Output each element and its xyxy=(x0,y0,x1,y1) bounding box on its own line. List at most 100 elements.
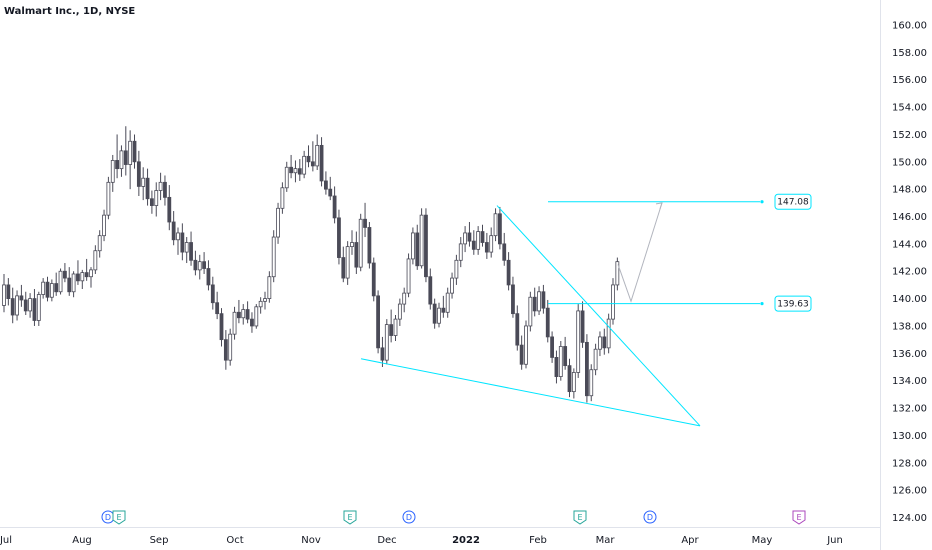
candle-up xyxy=(454,259,459,279)
candle-down xyxy=(132,140,137,163)
candle-down xyxy=(215,302,220,315)
candle-down xyxy=(306,155,311,163)
candle-down xyxy=(6,284,11,300)
price-tick-label: 132.00 xyxy=(892,404,927,415)
earnings-marker xyxy=(343,510,357,525)
candle-down xyxy=(511,284,515,315)
candle-down xyxy=(149,198,154,206)
candle-down xyxy=(223,339,228,361)
price-label-anchor xyxy=(760,302,764,306)
candle-up xyxy=(463,232,468,245)
event-label: D xyxy=(105,513,111,522)
candle-down xyxy=(63,270,67,279)
candle-up xyxy=(571,372,576,393)
candle-down xyxy=(467,232,472,242)
candle-up xyxy=(537,291,541,312)
candle-up xyxy=(358,218,363,268)
candle-up xyxy=(593,348,598,371)
dividend-marker xyxy=(643,510,657,524)
chart-title: Walmart Inc., 1D, NYSE xyxy=(4,6,135,17)
candle-up xyxy=(445,292,450,313)
candle-down xyxy=(506,259,511,286)
candle-up xyxy=(489,235,494,253)
candle-down xyxy=(189,242,193,261)
candle-up xyxy=(267,276,272,300)
candle-down xyxy=(502,243,507,261)
event-label: E xyxy=(347,513,352,522)
price-axis[interactable]: 124.00 126.00 128.00 130.00 132.00 134.00 136.… xyxy=(892,21,927,524)
candle-down xyxy=(67,277,72,293)
time-tick-label: Sep xyxy=(150,535,169,546)
candle-down xyxy=(210,284,215,304)
price-tick-label: 148.00 xyxy=(892,185,927,196)
candle-up xyxy=(110,160,115,183)
candle-down xyxy=(54,283,59,293)
candle-up xyxy=(419,214,424,267)
candle-down xyxy=(202,261,207,269)
event-label: D xyxy=(647,513,653,522)
candle-down xyxy=(332,195,337,219)
candle-down xyxy=(363,218,367,228)
candle-up xyxy=(615,261,620,286)
price-tick-label: 154.00 xyxy=(892,103,927,114)
projection-arrowhead xyxy=(655,202,663,209)
candle-down xyxy=(380,347,385,361)
candle-up xyxy=(528,296,533,327)
candle-up xyxy=(410,232,415,260)
candle-down xyxy=(519,344,524,365)
candle-up xyxy=(302,155,307,175)
candle-up xyxy=(158,181,163,191)
candle-up xyxy=(406,258,411,294)
candle-down xyxy=(541,291,546,309)
candle-down xyxy=(376,295,381,349)
candle-up xyxy=(258,300,263,308)
time-tick-label: Dec xyxy=(377,535,396,546)
candle-up xyxy=(458,243,463,261)
time-axis[interactable]: Jul Aug Sep Oct Nov Dec 2022 Feb Mar Apr May Jun xyxy=(0,535,843,546)
candle-up xyxy=(232,311,237,335)
candle-down xyxy=(354,242,359,268)
candle-up xyxy=(80,272,85,282)
candle-down xyxy=(297,168,302,175)
price-tick-label: 138.00 xyxy=(892,321,927,332)
candle-up xyxy=(28,298,33,312)
candle-up xyxy=(154,190,159,206)
candle-up xyxy=(119,150,124,170)
candle-down xyxy=(206,268,211,286)
candle-down xyxy=(10,298,15,316)
candle-down xyxy=(563,346,568,367)
candle-down xyxy=(219,313,224,341)
candle-down xyxy=(319,144,324,182)
candle-up xyxy=(97,235,102,252)
candle-up xyxy=(254,306,259,327)
candle-down xyxy=(532,296,537,312)
price-tick-label: 124.00 xyxy=(892,513,927,524)
candle-up xyxy=(558,346,563,377)
candle-up xyxy=(350,242,354,248)
time-tick-label: Mar xyxy=(596,535,616,546)
price-tick-label: 158.00 xyxy=(892,48,927,59)
candle-down xyxy=(480,231,485,243)
candle-up xyxy=(493,213,498,237)
candle-up xyxy=(102,214,106,237)
candle-up xyxy=(15,295,19,316)
future-earnings-marker xyxy=(792,510,806,525)
candle-down xyxy=(180,232,185,253)
event-label: E xyxy=(116,513,121,522)
lower-trendline xyxy=(360,358,701,427)
candle-up xyxy=(589,369,594,397)
candle-up xyxy=(128,140,133,165)
time-tick-label: Oct xyxy=(226,535,243,546)
drawings-layer xyxy=(360,201,760,427)
candle-down xyxy=(515,313,520,346)
price-tick-label: 146.00 xyxy=(892,212,927,223)
time-tick-label: Jul xyxy=(0,535,12,546)
upper-trendline xyxy=(496,205,701,427)
candle-up xyxy=(106,181,111,216)
candle-down xyxy=(484,242,489,253)
candle-down xyxy=(389,324,394,336)
price-label-text: 147.08 xyxy=(777,198,809,208)
candle-up xyxy=(293,168,298,174)
candle-down xyxy=(367,227,372,264)
